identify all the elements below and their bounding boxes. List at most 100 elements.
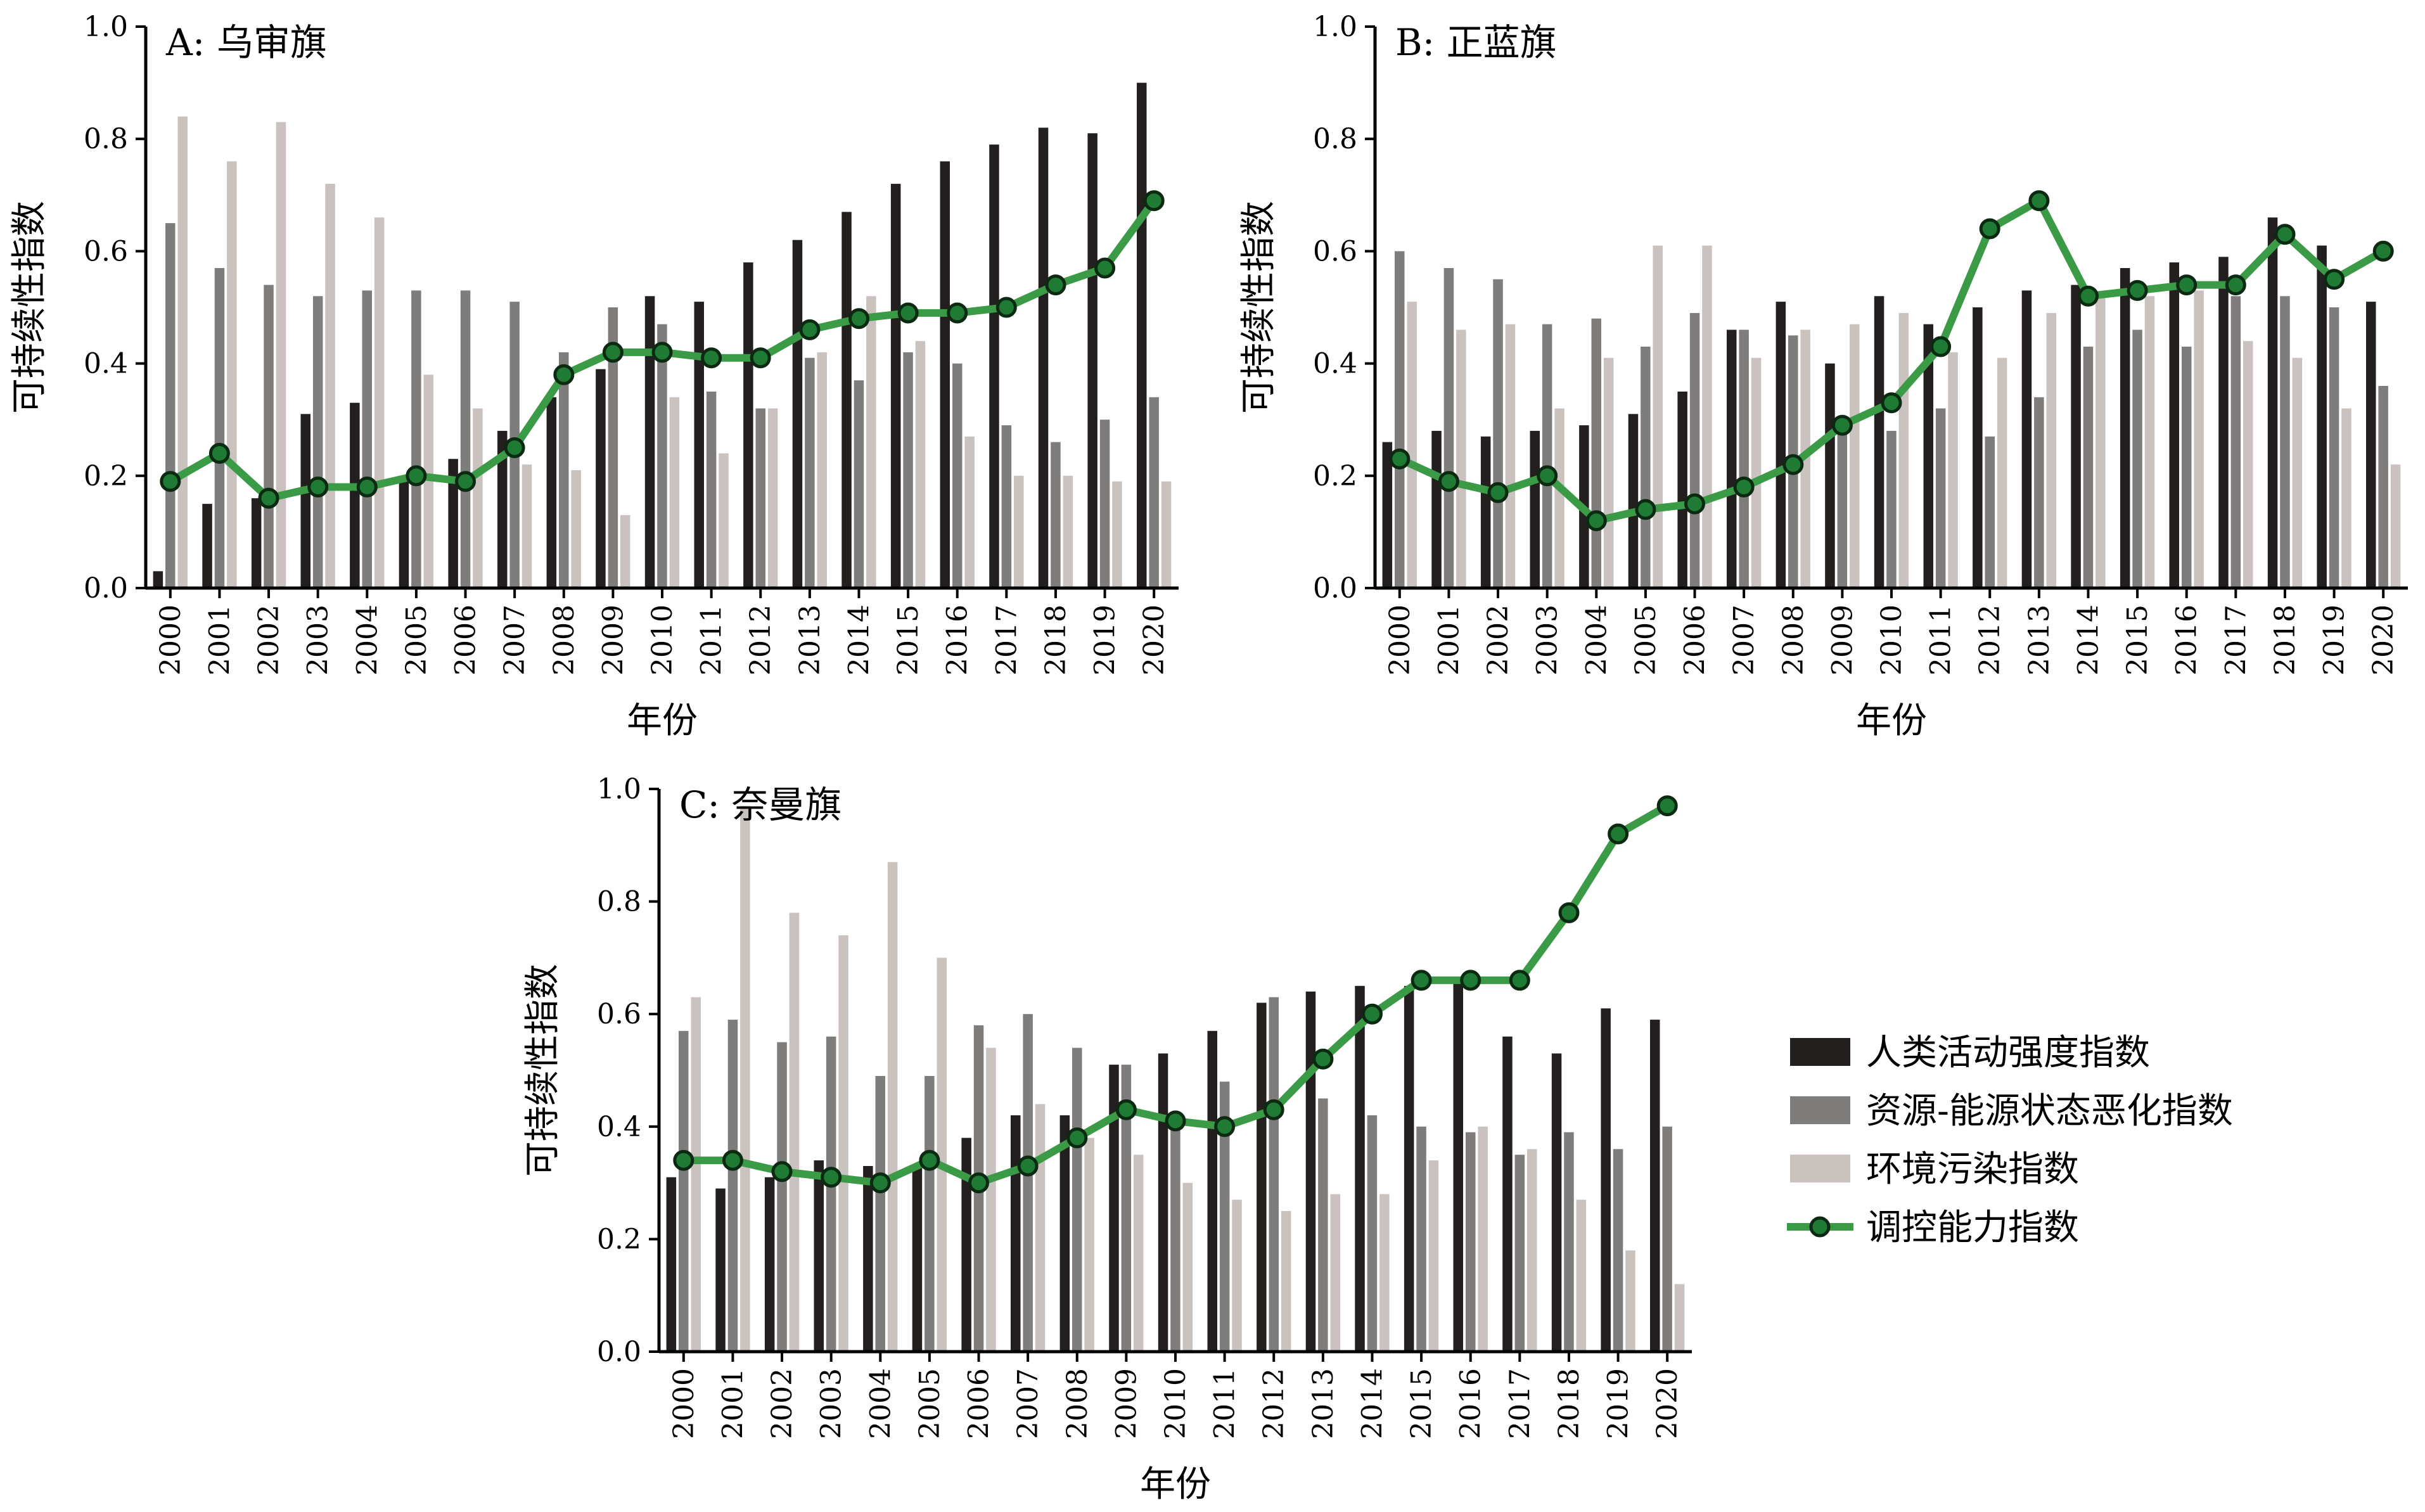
bar-human-activity-2003 [1530,430,1540,588]
bar-human-activity-2009 [1825,363,1835,588]
control-capacity-point-2014 [848,308,869,330]
bar-environment-2017 [1014,475,1024,588]
bar-environment-2002 [1505,324,1516,588]
control-capacity-point-2004 [869,1172,891,1194]
bar-environment-2014 [2095,296,2106,588]
y-tick-label: 0.4 [1313,348,1357,380]
bar-environment-2019 [1112,481,1122,588]
y-axis-label: 可持续性指数 [522,964,563,1177]
bar-human-activity-2012 [743,262,753,589]
bar-environment-2001 [740,805,750,1352]
x-tick-label-2011: 2011 [1209,1368,1241,1439]
x-tick-label-2003: 2003 [816,1368,848,1439]
control-capacity-point-2017 [995,297,1017,318]
bar-environment-2005 [423,375,433,588]
bar-resource-energy-2000 [165,223,176,589]
bar-human-activity-2009 [1109,1065,1119,1352]
bar-environment-2007 [1035,1104,1046,1352]
bar-environment-2017 [2243,341,2253,588]
bar-resource-energy-2018 [1051,442,1061,588]
x-tick-label-2009: 2009 [1110,1368,1142,1439]
bar-human-activity-2008 [546,397,557,588]
bar-resource-energy-2014 [854,380,864,588]
y-tick-label: 0.0 [1313,572,1357,605]
bar-human-activity-2013 [792,240,803,588]
x-tick-label-2001: 2001 [717,1368,749,1439]
bar-resource-energy-2007 [1023,1014,1033,1352]
x-tick-label-2014: 2014 [2072,605,2104,676]
bar-human-activity-2007 [1727,330,1737,588]
bar-resource-energy-2015 [2132,330,2142,588]
bar-human-activity-2016 [1453,980,1463,1352]
control-capacity-point-2013 [1312,1048,1334,1070]
bar-environment-2009 [1850,324,1860,588]
bar-human-activity-2011 [694,302,704,588]
bar-resource-energy-2003 [826,1036,836,1352]
control-capacity-point-2000 [1389,448,1411,470]
x-tick-label-2013: 2013 [794,605,826,676]
x-tick-label-2007: 2007 [499,605,531,676]
bar-resource-energy-2006 [1689,312,1700,588]
bar-resource-energy-2005 [925,1075,935,1352]
y-tick-label: 0.4 [84,348,128,380]
bar-human-activity-2010 [1158,1053,1168,1352]
control-capacity-point-2003 [1537,465,1558,487]
x-tick-label-2005: 2005 [914,1368,946,1439]
control-capacity-point-2017 [2225,274,2246,296]
bar-human-activity-2013 [1305,991,1316,1352]
x-tick-label-2018: 2018 [1553,1368,1585,1439]
legend-label: 人类活动强度指数 [1866,1032,2150,1073]
y-tick-label: 0.2 [84,460,128,492]
control-capacity-point-2005 [919,1150,940,1171]
bar-human-activity-2004 [350,402,360,588]
x-tick-label-2006: 2006 [963,1368,995,1439]
bar-resource-energy-2008 [559,352,569,588]
x-tick-label-2018: 2018 [2269,605,2301,676]
control-capacity-point-2016 [1460,970,1481,991]
bar-human-activity-2018 [1038,127,1049,588]
bar-resource-energy-2009 [608,307,618,588]
bar-environment-2011 [1232,1200,1242,1352]
bar-environment-2011 [719,453,729,588]
x-tick-label-2004: 2004 [864,1368,897,1439]
control-capacity-point-2005 [406,465,427,487]
bar-human-activity-2017 [2218,257,2229,588]
bar-human-activity-2011 [1923,324,1933,588]
bar-environment-2016 [964,436,975,588]
control-capacity-point-2006 [968,1172,989,1194]
control-capacity-point-2004 [356,477,378,497]
control-capacity-point-2014 [2078,285,2099,307]
x-tick-label-2007: 2007 [1728,605,1760,676]
bar-human-activity-2014 [1355,985,1365,1352]
bar-environment-2007 [521,464,532,588]
control-capacity-point-2019 [1094,257,1116,279]
bar-human-activity-2006 [961,1137,971,1352]
bar-environment-2012 [1997,357,2007,588]
control-capacity-point-2007 [1017,1155,1039,1177]
bar-environment-2014 [866,296,876,588]
bar-resource-energy-2000 [1395,251,1405,588]
x-tick-label-2013: 2013 [1307,1368,1340,1439]
bar-human-activity-2002 [251,498,262,588]
bar-human-activity-2001 [202,504,212,588]
legend-swatch [1790,1155,1850,1182]
bar-human-activity-2019 [1601,1008,1611,1352]
bar-human-activity-2020 [1650,1020,1660,1352]
bar-resource-energy-2015 [1416,1126,1426,1352]
bar-environment-2001 [1456,330,1466,588]
x-tick-label-2020: 2020 [1651,1368,1684,1439]
bar-human-activity-2010 [644,296,655,588]
bar-resource-energy-2001 [727,1020,738,1352]
x-tick-label-2016: 2016 [942,605,974,676]
bar-human-activity-2004 [863,1166,873,1352]
bar-human-activity-2020 [1137,82,1147,589]
control-capacity-point-2012 [1979,218,2000,240]
bar-human-activity-2002 [1480,436,1491,588]
x-tick-label-2000: 2000 [1384,605,1416,676]
bar-environment-2006 [986,1048,996,1352]
bar-environment-2010 [669,397,680,588]
bar-human-activity-2015 [890,184,901,589]
x-tick-label-2003: 2003 [302,605,335,676]
bar-resource-energy-2011 [706,391,717,588]
control-capacity-point-2017 [1509,970,1530,991]
